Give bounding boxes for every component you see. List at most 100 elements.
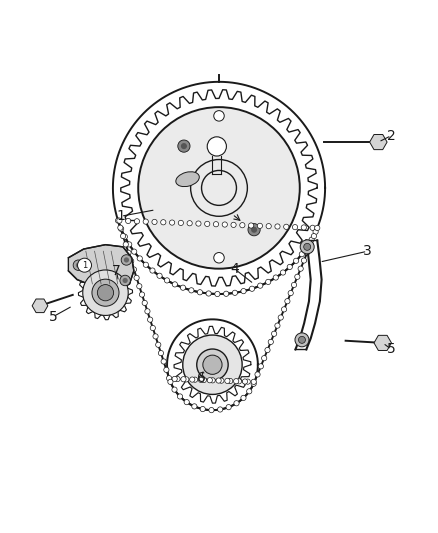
Circle shape	[213, 222, 219, 227]
Circle shape	[219, 378, 224, 383]
Text: 4: 4	[230, 262, 239, 276]
Circle shape	[117, 218, 122, 223]
Text: 1: 1	[82, 261, 87, 270]
Circle shape	[200, 407, 205, 411]
Circle shape	[197, 349, 228, 381]
Circle shape	[232, 290, 237, 295]
Circle shape	[237, 378, 242, 384]
Circle shape	[210, 378, 215, 383]
Circle shape	[288, 290, 293, 296]
Text: 5: 5	[49, 310, 57, 324]
Circle shape	[248, 224, 260, 236]
Circle shape	[291, 282, 297, 287]
Circle shape	[172, 387, 177, 392]
Circle shape	[168, 379, 173, 384]
Circle shape	[278, 315, 283, 320]
Circle shape	[134, 219, 140, 224]
Circle shape	[131, 267, 137, 272]
Circle shape	[78, 258, 92, 272]
Circle shape	[126, 219, 131, 223]
Circle shape	[97, 285, 113, 301]
Circle shape	[121, 255, 132, 265]
Circle shape	[142, 300, 147, 305]
Circle shape	[150, 326, 155, 330]
Circle shape	[119, 226, 124, 231]
Circle shape	[301, 225, 307, 230]
Circle shape	[127, 242, 132, 247]
Polygon shape	[32, 299, 48, 312]
Circle shape	[161, 220, 166, 225]
Circle shape	[181, 143, 187, 149]
Circle shape	[166, 376, 172, 381]
Text: 3: 3	[363, 244, 372, 258]
Circle shape	[309, 237, 314, 242]
Circle shape	[247, 389, 252, 394]
Circle shape	[241, 288, 246, 294]
Circle shape	[298, 336, 305, 343]
Circle shape	[170, 220, 175, 225]
Circle shape	[73, 260, 84, 270]
Circle shape	[265, 279, 271, 285]
Ellipse shape	[176, 172, 199, 187]
Circle shape	[196, 221, 201, 226]
Text: 1: 1	[117, 209, 125, 223]
Circle shape	[234, 401, 239, 406]
Circle shape	[228, 378, 233, 384]
Circle shape	[222, 222, 227, 227]
Circle shape	[300, 240, 314, 254]
Circle shape	[218, 407, 223, 412]
Circle shape	[287, 264, 293, 270]
Circle shape	[285, 298, 290, 304]
Circle shape	[181, 377, 186, 382]
Circle shape	[190, 377, 195, 382]
Circle shape	[172, 282, 177, 287]
Circle shape	[148, 317, 153, 322]
Circle shape	[155, 342, 161, 348]
Polygon shape	[370, 134, 387, 150]
Circle shape	[225, 378, 230, 384]
Circle shape	[273, 275, 279, 280]
Circle shape	[245, 379, 251, 384]
Circle shape	[258, 364, 264, 369]
Circle shape	[257, 223, 262, 229]
Circle shape	[197, 289, 202, 295]
Circle shape	[304, 244, 311, 251]
Circle shape	[293, 224, 298, 230]
Circle shape	[153, 334, 158, 339]
Circle shape	[299, 252, 304, 257]
Circle shape	[284, 224, 289, 229]
Circle shape	[123, 278, 128, 283]
Circle shape	[120, 233, 126, 239]
Circle shape	[308, 241, 313, 247]
Circle shape	[255, 372, 260, 377]
Text: 2: 2	[387, 128, 396, 142]
Circle shape	[251, 381, 256, 386]
Circle shape	[126, 250, 131, 255]
Circle shape	[164, 367, 169, 373]
Circle shape	[216, 378, 221, 383]
Circle shape	[201, 377, 206, 383]
Circle shape	[266, 223, 271, 229]
Text: 6: 6	[197, 371, 206, 385]
Circle shape	[120, 275, 131, 286]
Circle shape	[192, 404, 197, 409]
Circle shape	[251, 379, 256, 384]
Circle shape	[145, 309, 150, 314]
Circle shape	[137, 284, 142, 289]
Circle shape	[138, 107, 300, 269]
Circle shape	[248, 223, 254, 228]
Text: 5: 5	[387, 343, 396, 357]
Circle shape	[207, 137, 226, 156]
Circle shape	[122, 234, 127, 239]
Circle shape	[203, 355, 222, 374]
Circle shape	[92, 279, 119, 306]
Circle shape	[206, 291, 211, 296]
Circle shape	[143, 219, 148, 224]
Circle shape	[124, 257, 129, 263]
Circle shape	[295, 274, 300, 279]
Circle shape	[184, 400, 189, 405]
Circle shape	[192, 377, 198, 382]
Circle shape	[184, 377, 189, 382]
Circle shape	[131, 249, 137, 254]
Circle shape	[134, 275, 139, 280]
